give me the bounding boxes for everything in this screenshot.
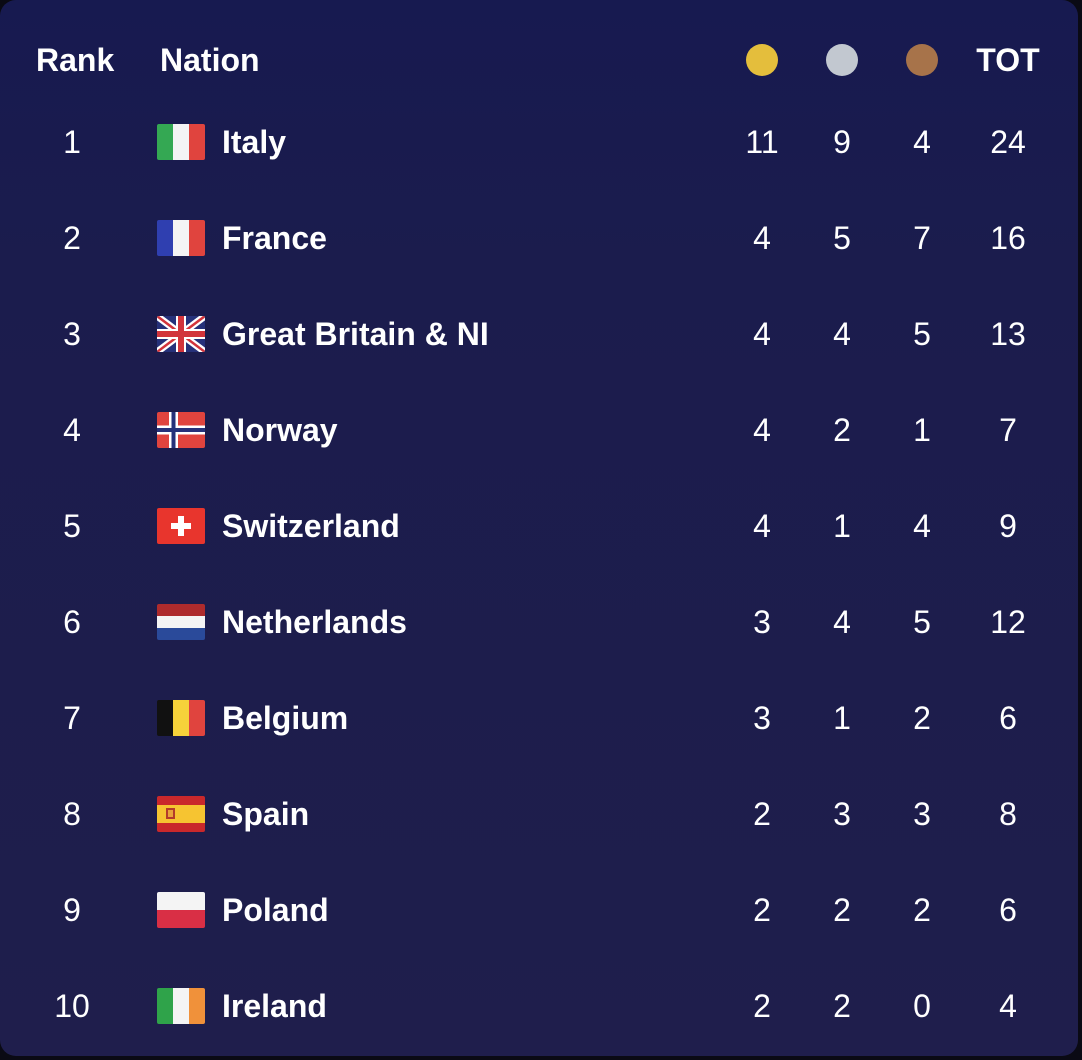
rank-cell: 5 [63,508,81,544]
gold-count: 3 [753,700,771,736]
bronze-count: 0 [913,988,931,1024]
total-count: 7 [999,412,1017,448]
norway-flag-icon [157,412,205,448]
gold-count: 2 [753,988,771,1024]
table-row: 10 Ireland 2 2 0 4 [0,976,1078,1036]
silver-count: 9 [833,124,851,160]
nation-name: Netherlands [222,604,407,640]
nation-name: Great Britain & NI [222,316,489,352]
great-britain-flag-icon [157,316,205,352]
rank-cell: 4 [63,412,81,448]
gold-count: 4 [753,316,771,352]
ireland-flag-icon [157,988,205,1024]
total-count: 6 [999,700,1017,736]
bronze-count: 7 [913,220,931,256]
rank-cell: 2 [63,220,81,256]
rank-cell: 3 [63,316,81,352]
rank-cell: 8 [63,796,81,832]
table-row: 1 Italy 11 9 4 24 [0,112,1078,172]
bronze-count: 4 [913,124,931,160]
nation-name: Italy [222,124,287,160]
rank-cell: 10 [54,988,90,1024]
table-row: 7 Belgium 3 1 2 6 [0,688,1078,748]
table-row: 2 France 4 5 7 16 [0,208,1078,268]
nation-name: France [222,220,327,256]
bronze-count: 5 [913,316,931,352]
silver-count: 4 [833,604,851,640]
total-count: 4 [999,988,1017,1024]
bronze-count: 2 [913,700,931,736]
gold-count: 3 [753,604,771,640]
total-column-header: TOT [976,42,1040,78]
italy-flag-icon [157,124,205,160]
gold-count: 4 [753,412,771,448]
switzerland-flag-icon [157,508,205,544]
nation-name: Spain [222,796,310,832]
bronze-medal-icon [906,44,938,76]
total-count: 6 [999,892,1017,928]
nation-name: Poland [222,892,329,928]
total-count: 8 [999,796,1017,832]
silver-count: 2 [833,988,851,1024]
silver-medal-icon [826,44,858,76]
gold-count: 2 [753,892,771,928]
nation-name: Belgium [222,700,349,736]
nation-name: Switzerland [222,508,400,544]
gold-count: 4 [753,220,771,256]
table-row: 6 Netherlands 3 4 5 12 [0,592,1078,652]
total-count: 16 [990,220,1026,256]
table-row: 8 Spain 2 3 3 8 [0,784,1078,844]
silver-count: 2 [833,892,851,928]
rank-cell: 9 [63,892,81,928]
bronze-count: 2 [913,892,931,928]
rank-column-header: Rank [36,42,115,78]
bronze-count: 5 [913,604,931,640]
total-count: 13 [990,316,1026,352]
spain-flag-icon [157,796,205,832]
silver-count: 4 [833,316,851,352]
table-row: 3 Great Britain & NI 4 4 5 13 [0,304,1078,364]
bronze-count: 3 [913,796,931,832]
bronze-count: 4 [913,508,931,544]
gold-medal-icon [746,44,778,76]
belgium-flag-icon [157,700,205,736]
nation-name: Norway [222,412,338,448]
netherlands-flag-icon [157,604,205,640]
nation-column-header: Nation [160,42,260,78]
table-row: 4 Norway 4 2 1 7 [0,400,1078,460]
total-count: 9 [999,508,1017,544]
silver-count: 1 [833,700,851,736]
silver-count: 3 [833,796,851,832]
silver-count: 1 [833,508,851,544]
table-row: 9 Poland 2 2 2 6 [0,880,1078,940]
nation-name: Ireland [222,988,327,1024]
gold-count: 4 [753,508,771,544]
silver-count: 2 [833,412,851,448]
rank-cell: 1 [63,124,81,160]
gold-count: 11 [745,124,779,160]
total-count: 24 [990,124,1026,160]
total-count: 12 [990,604,1026,640]
table-row: 5 Switzerland 4 1 4 9 [0,496,1078,556]
bronze-count: 1 [913,412,931,448]
rank-cell: 7 [63,700,81,736]
poland-flag-icon [157,892,205,928]
gold-count: 2 [753,796,771,832]
france-flag-icon [157,220,205,256]
silver-count: 5 [833,220,851,256]
rank-cell: 6 [63,604,81,640]
